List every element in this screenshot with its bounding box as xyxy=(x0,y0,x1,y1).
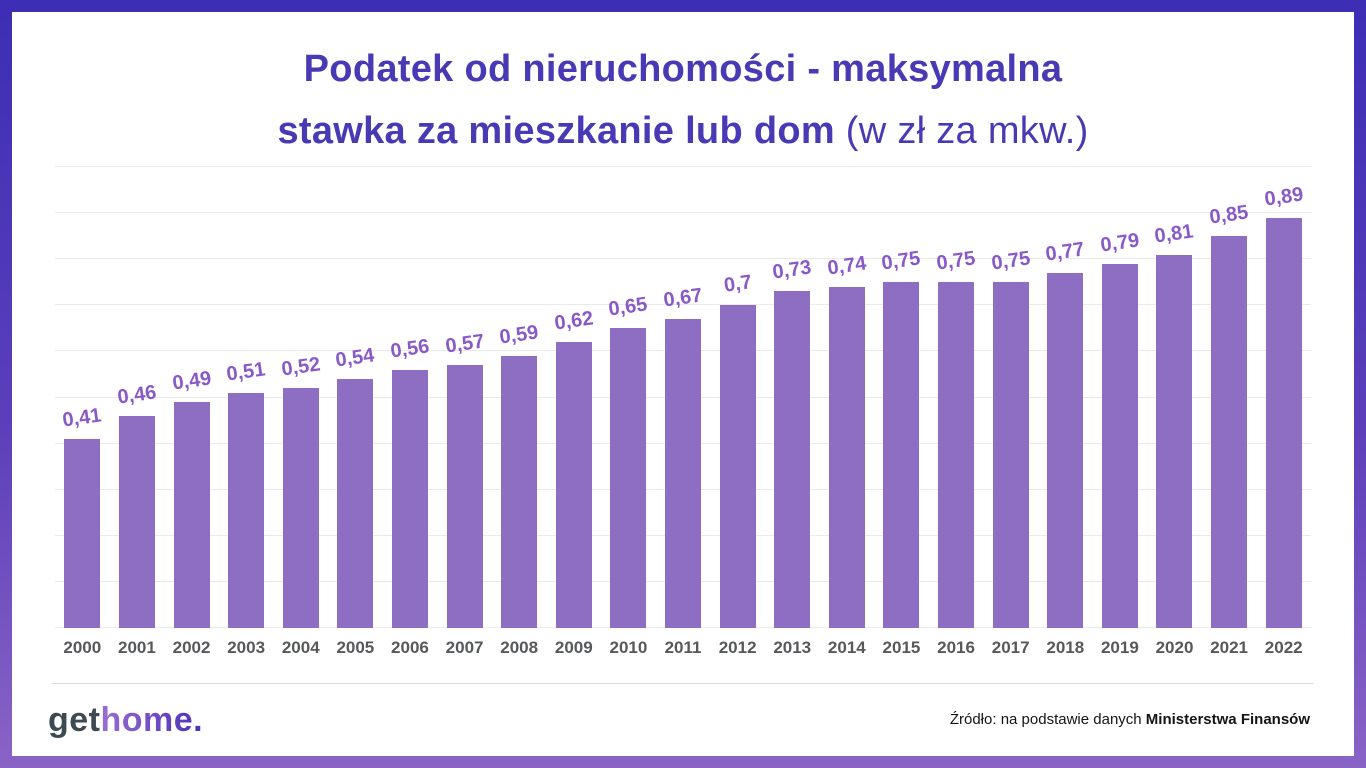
gridline xyxy=(55,304,1311,306)
bar-2011 xyxy=(665,319,701,628)
x-axis-label-2018: 2018 xyxy=(1046,638,1085,657)
bar-group-2010: 0,65 xyxy=(601,167,656,628)
bar-group-2013: 0,73 xyxy=(765,167,820,628)
infographic-canvas: Podatek od nieruchomości - maksymalna st… xyxy=(12,12,1354,756)
bar-2016 xyxy=(938,282,975,628)
source-prefix: Źródło: na podstawie danych xyxy=(949,711,1146,728)
bar-2012 xyxy=(719,305,756,628)
logo-home-text: home. xyxy=(100,701,204,739)
x-axis-label-2019: 2019 xyxy=(1100,638,1139,657)
bar-2021 xyxy=(1211,236,1248,628)
chart-title-line2-light: (w zł za mkw.) xyxy=(834,110,1089,152)
bar-2019 xyxy=(1101,263,1138,628)
bar-2015 xyxy=(883,282,920,628)
bar-group-2009: 0,62 xyxy=(546,167,601,628)
plot-area: 0,41 0,46 0,49 0,51 0,52 0,54 0,56 0,57 0,59 0,62… xyxy=(55,166,1311,628)
chart-title-line2-bold: stawka za mieszkanie lub dom xyxy=(277,110,835,152)
x-axis-label-2016: 2016 xyxy=(937,638,975,657)
bar-series: 0,41 0,46 0,49 0,51 0,52 0,54 0,56 0,57 0,59 0,62… xyxy=(55,167,1311,628)
bar-2013 xyxy=(774,291,811,628)
gridline xyxy=(55,166,1311,167)
x-axis-label-2006: 2006 xyxy=(391,638,429,657)
bar-2022 xyxy=(1265,217,1302,628)
source-attribution: Źródło: na podstawie danych Ministerstwa… xyxy=(950,711,1310,729)
bar-2008 xyxy=(501,356,538,628)
bar-2003 xyxy=(228,392,265,628)
bar-group-2019: 0,79 xyxy=(1093,167,1148,628)
bar-group-2016: 0,75 xyxy=(929,167,984,628)
x-axis-label-2021: 2021 xyxy=(1210,638,1249,657)
chart-title-line1: Podatek od nieruchomości - maksymalna xyxy=(12,38,1354,100)
x-axis-label-2014: 2014 xyxy=(827,638,866,657)
x-axis-label-2015: 2015 xyxy=(882,638,921,657)
chart-title: Podatek od nieruchomości - maksymalna st… xyxy=(12,38,1354,162)
bar-group-2018: 0,77 xyxy=(1038,167,1093,628)
x-axis-label-2001: 2001 xyxy=(118,638,156,657)
bar-2014 xyxy=(828,286,865,628)
gethome-logo: gethome. xyxy=(48,700,203,740)
logo-get-text: get xyxy=(48,701,101,739)
bar-group-2005: 0,54 xyxy=(328,167,383,628)
x-axis-label-2011: 2011 xyxy=(664,638,702,657)
x-axis-label-2008: 2008 xyxy=(500,638,539,657)
bar-group-2003: 0,51 xyxy=(219,167,274,628)
x-axis-label-2000: 2000 xyxy=(63,638,102,657)
x-axis-label-2012: 2012 xyxy=(718,638,757,657)
bar-2009 xyxy=(555,342,592,628)
bar-group-2020: 0,81 xyxy=(1147,167,1202,628)
x-axis-label-2013: 2013 xyxy=(773,638,812,657)
footer-divider xyxy=(52,683,1314,684)
bar-group-2006: 0,56 xyxy=(383,167,438,628)
bar-2002 xyxy=(173,402,210,628)
bar-group-2011: 0,67 xyxy=(656,167,711,628)
bar-2005 xyxy=(337,379,374,628)
bar-group-2012: 0,7 xyxy=(710,167,765,628)
bar-value-label: 0,89 xyxy=(1262,183,1305,211)
x-axis-label-2010: 2010 xyxy=(609,638,648,657)
bar-group-2000: 0,41 xyxy=(55,167,110,628)
bar-2010 xyxy=(610,328,647,628)
gridline xyxy=(55,258,1311,260)
bar-2020 xyxy=(1156,254,1193,628)
chart-title-line1-text: Podatek od nieruchomości - maksymalna xyxy=(303,48,1063,90)
chart-title-line2: stawka za mieszkanie lub dom (w zł za mk… xyxy=(12,100,1354,162)
bar-2000 xyxy=(64,439,101,628)
x-axis-label-2020: 2020 xyxy=(1155,638,1194,657)
x-axis-label-2003: 2003 xyxy=(227,638,266,657)
bar-group-2002: 0,49 xyxy=(164,167,219,628)
bar-group-2017: 0,75 xyxy=(983,167,1038,628)
x-axis: 2000 2001 2002 2003 2004 2005 2006 2007 2008 2009… xyxy=(55,638,1311,658)
source-bold: Ministerstwa Finansów xyxy=(1145,711,1310,728)
x-axis-label-2017: 2017 xyxy=(991,638,1030,657)
x-axis-label-2004: 2004 xyxy=(281,638,320,657)
gridline xyxy=(55,212,1311,214)
bar-group-2021: 0,85 xyxy=(1202,167,1257,628)
x-axis-label-2005: 2005 xyxy=(336,638,375,657)
x-axis-label-2002: 2002 xyxy=(172,638,211,657)
x-axis-label-2009: 2009 xyxy=(554,638,593,657)
bar-2004 xyxy=(282,388,319,628)
bar-2018 xyxy=(1047,273,1084,628)
bar-group-2007: 0,57 xyxy=(437,167,492,628)
bar-group-2014: 0,74 xyxy=(820,167,875,628)
bar-group-2004: 0,52 xyxy=(273,167,328,628)
x-axis-label-2007: 2007 xyxy=(445,638,484,657)
bar-2007 xyxy=(446,365,483,628)
bar-group-2015: 0,75 xyxy=(874,167,929,628)
bar-group-2008: 0,59 xyxy=(492,167,547,628)
x-axis-label-2022: 2022 xyxy=(1264,638,1303,657)
bar-2001 xyxy=(118,415,155,628)
bar-group-2022: 0,89 xyxy=(1256,167,1311,628)
bar-group-2001: 0,46 xyxy=(110,167,165,628)
bar-2017 xyxy=(992,282,1029,628)
bar-2006 xyxy=(391,369,428,628)
